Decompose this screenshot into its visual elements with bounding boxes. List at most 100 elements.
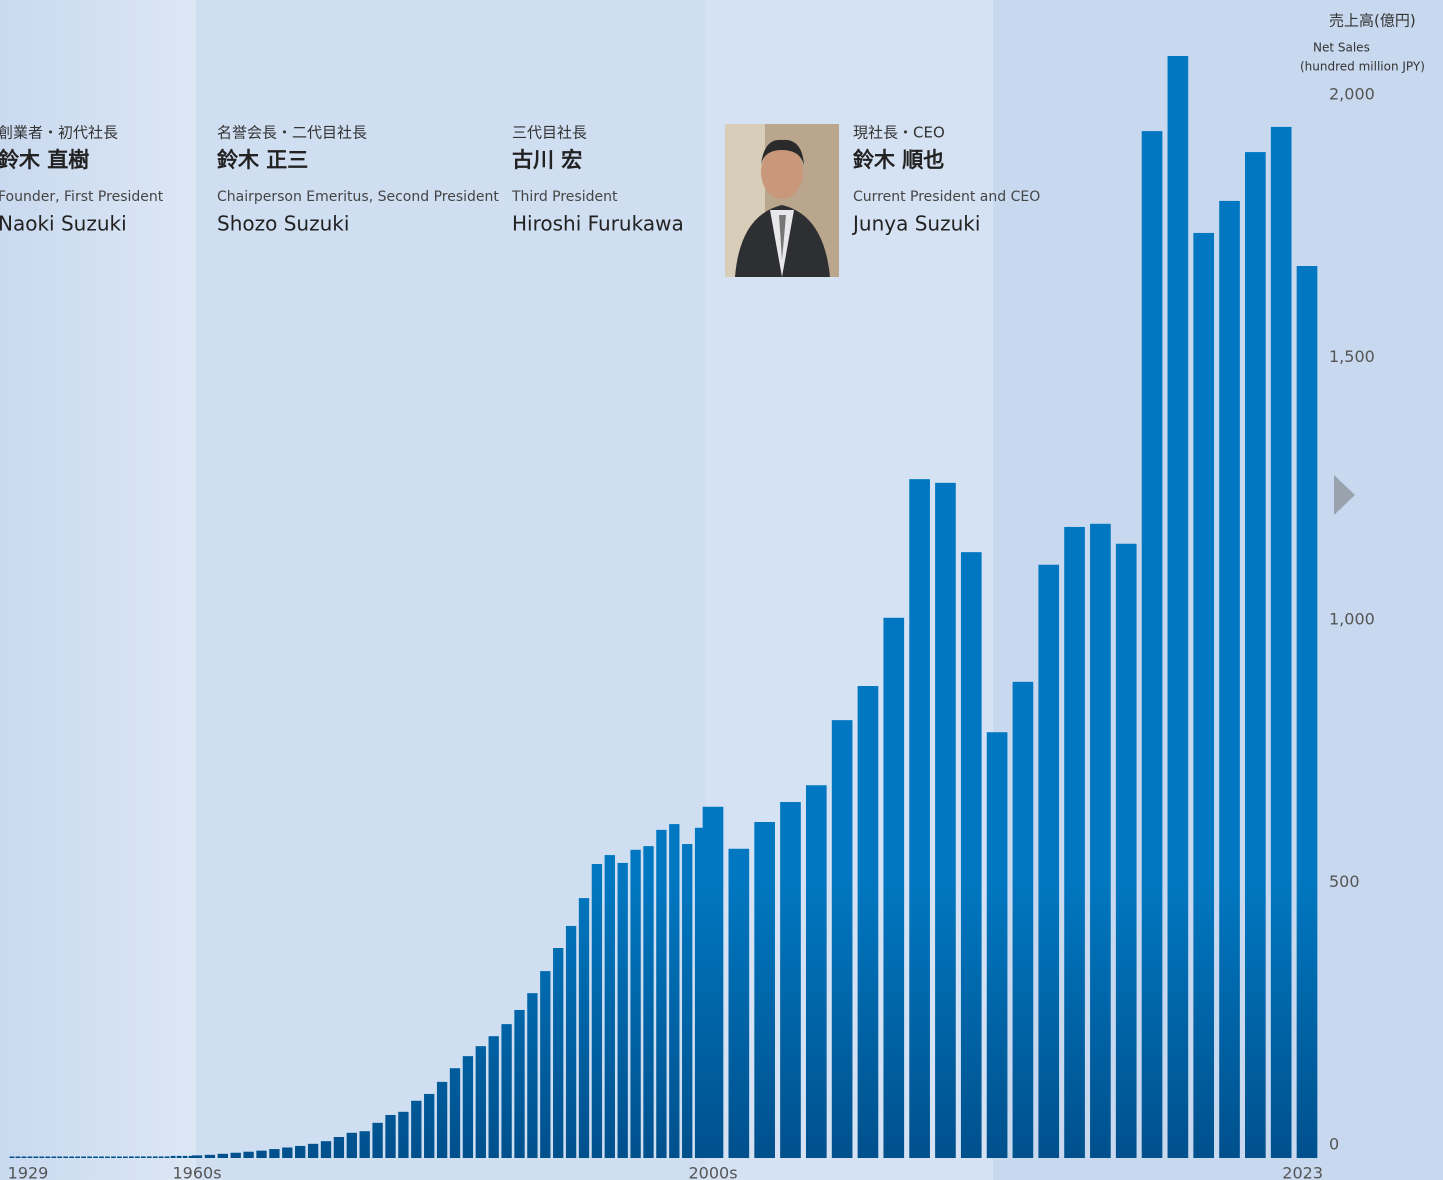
bar [256, 1150, 267, 1158]
bar [1270, 126, 1292, 1158]
bar [176, 1155, 182, 1158]
president-role-en: Third President [511, 189, 618, 205]
bar [475, 1046, 486, 1158]
y-axis-title: (hundred million JPY) [1300, 60, 1425, 74]
y-tick-label: 0 [1329, 1135, 1339, 1154]
bar [1038, 564, 1060, 1158]
bar [359, 1131, 370, 1158]
bar [527, 993, 538, 1158]
bar [134, 1156, 140, 1158]
president-name-en: Naoki Suzuki [0, 212, 127, 236]
arrow [1334, 475, 1355, 515]
president-name-ja: 古川 宏 [512, 148, 582, 172]
bar [21, 1156, 27, 1158]
president-name-en: Shozo Suzuki [217, 212, 349, 236]
bar [578, 898, 590, 1158]
bar [780, 802, 801, 1158]
bar [51, 1156, 57, 1158]
bar [217, 1153, 228, 1158]
bar [182, 1155, 188, 1158]
bar [643, 846, 654, 1158]
bar [540, 971, 551, 1158]
bar [960, 552, 982, 1158]
bar [1090, 523, 1111, 1158]
bar [99, 1156, 104, 1158]
bar [57, 1156, 63, 1158]
president-name-en: Junya Suzuki [851, 212, 980, 236]
bar [831, 720, 853, 1158]
president-role-ja: 名誉会長・二代目社長 [217, 124, 367, 142]
bar [164, 1156, 170, 1158]
bar [117, 1156, 122, 1158]
bar [398, 1111, 409, 1158]
bar [565, 925, 577, 1158]
president-role-ja: 創業者・初代社長 [0, 124, 118, 142]
bar [883, 617, 905, 1158]
president-name-en: Hiroshi Furukawa [512, 212, 684, 236]
bar [204, 1154, 216, 1158]
bar [282, 1147, 293, 1158]
y-tick-label: 1,500 [1329, 347, 1375, 366]
bar [1245, 152, 1266, 1159]
bar [158, 1156, 164, 1158]
bar [123, 1156, 128, 1158]
bar [128, 1156, 134, 1158]
bar [617, 862, 628, 1158]
president-name-ja: 鈴木 直樹 [0, 148, 89, 172]
bar [1296, 266, 1318, 1158]
bar [170, 1155, 176, 1158]
bar [15, 1156, 21, 1158]
y-tick-label: 1,000 [1329, 610, 1375, 629]
bar [424, 1093, 435, 1158]
president-role-en: Founder, First President [0, 189, 164, 205]
bar [630, 849, 641, 1158]
bar [449, 1068, 461, 1158]
bar [81, 1156, 86, 1158]
bar [656, 829, 667, 1158]
bar [462, 1056, 474, 1158]
bar [728, 848, 750, 1158]
bar [33, 1156, 39, 1158]
era-band [196, 0, 705, 1180]
bar [63, 1156, 69, 1158]
bar [682, 844, 693, 1158]
bar [372, 1122, 383, 1158]
y-tick-label: 2,000 [1329, 85, 1375, 104]
bar [93, 1156, 98, 1158]
bar [805, 785, 827, 1158]
bar [346, 1132, 357, 1158]
bar [1064, 526, 1085, 1158]
bar [411, 1100, 422, 1158]
bar [9, 1156, 15, 1158]
bar [146, 1156, 152, 1158]
bar [1141, 131, 1163, 1159]
bar [69, 1156, 75, 1158]
president-name-ja: 鈴木 順也 [853, 148, 944, 172]
bar [39, 1156, 45, 1158]
president-role-ja: 三代目社長 [512, 124, 587, 142]
bar [669, 824, 680, 1158]
bar [694, 827, 706, 1158]
bar [243, 1151, 254, 1158]
bar [385, 1114, 396, 1158]
bar [488, 1036, 499, 1158]
y-axis-title: 売上高(億円) [1329, 12, 1416, 30]
bar [501, 1024, 512, 1158]
bar [105, 1156, 110, 1158]
bar [986, 732, 1008, 1158]
bar [1193, 232, 1215, 1158]
bar [909, 479, 930, 1158]
bar [702, 806, 724, 1158]
bar [754, 822, 775, 1158]
bar [604, 855, 615, 1158]
bar [111, 1156, 116, 1158]
bar [1012, 681, 1034, 1158]
president-name-ja: 鈴木 正三 [217, 148, 308, 172]
x-tick-label: 1929 [8, 1164, 49, 1180]
bar [75, 1156, 81, 1158]
bar [87, 1156, 92, 1158]
y-axis-title: Net Sales [1313, 41, 1370, 55]
bar [188, 1155, 194, 1158]
president-role-ja: 現社長・CEO [853, 124, 945, 142]
